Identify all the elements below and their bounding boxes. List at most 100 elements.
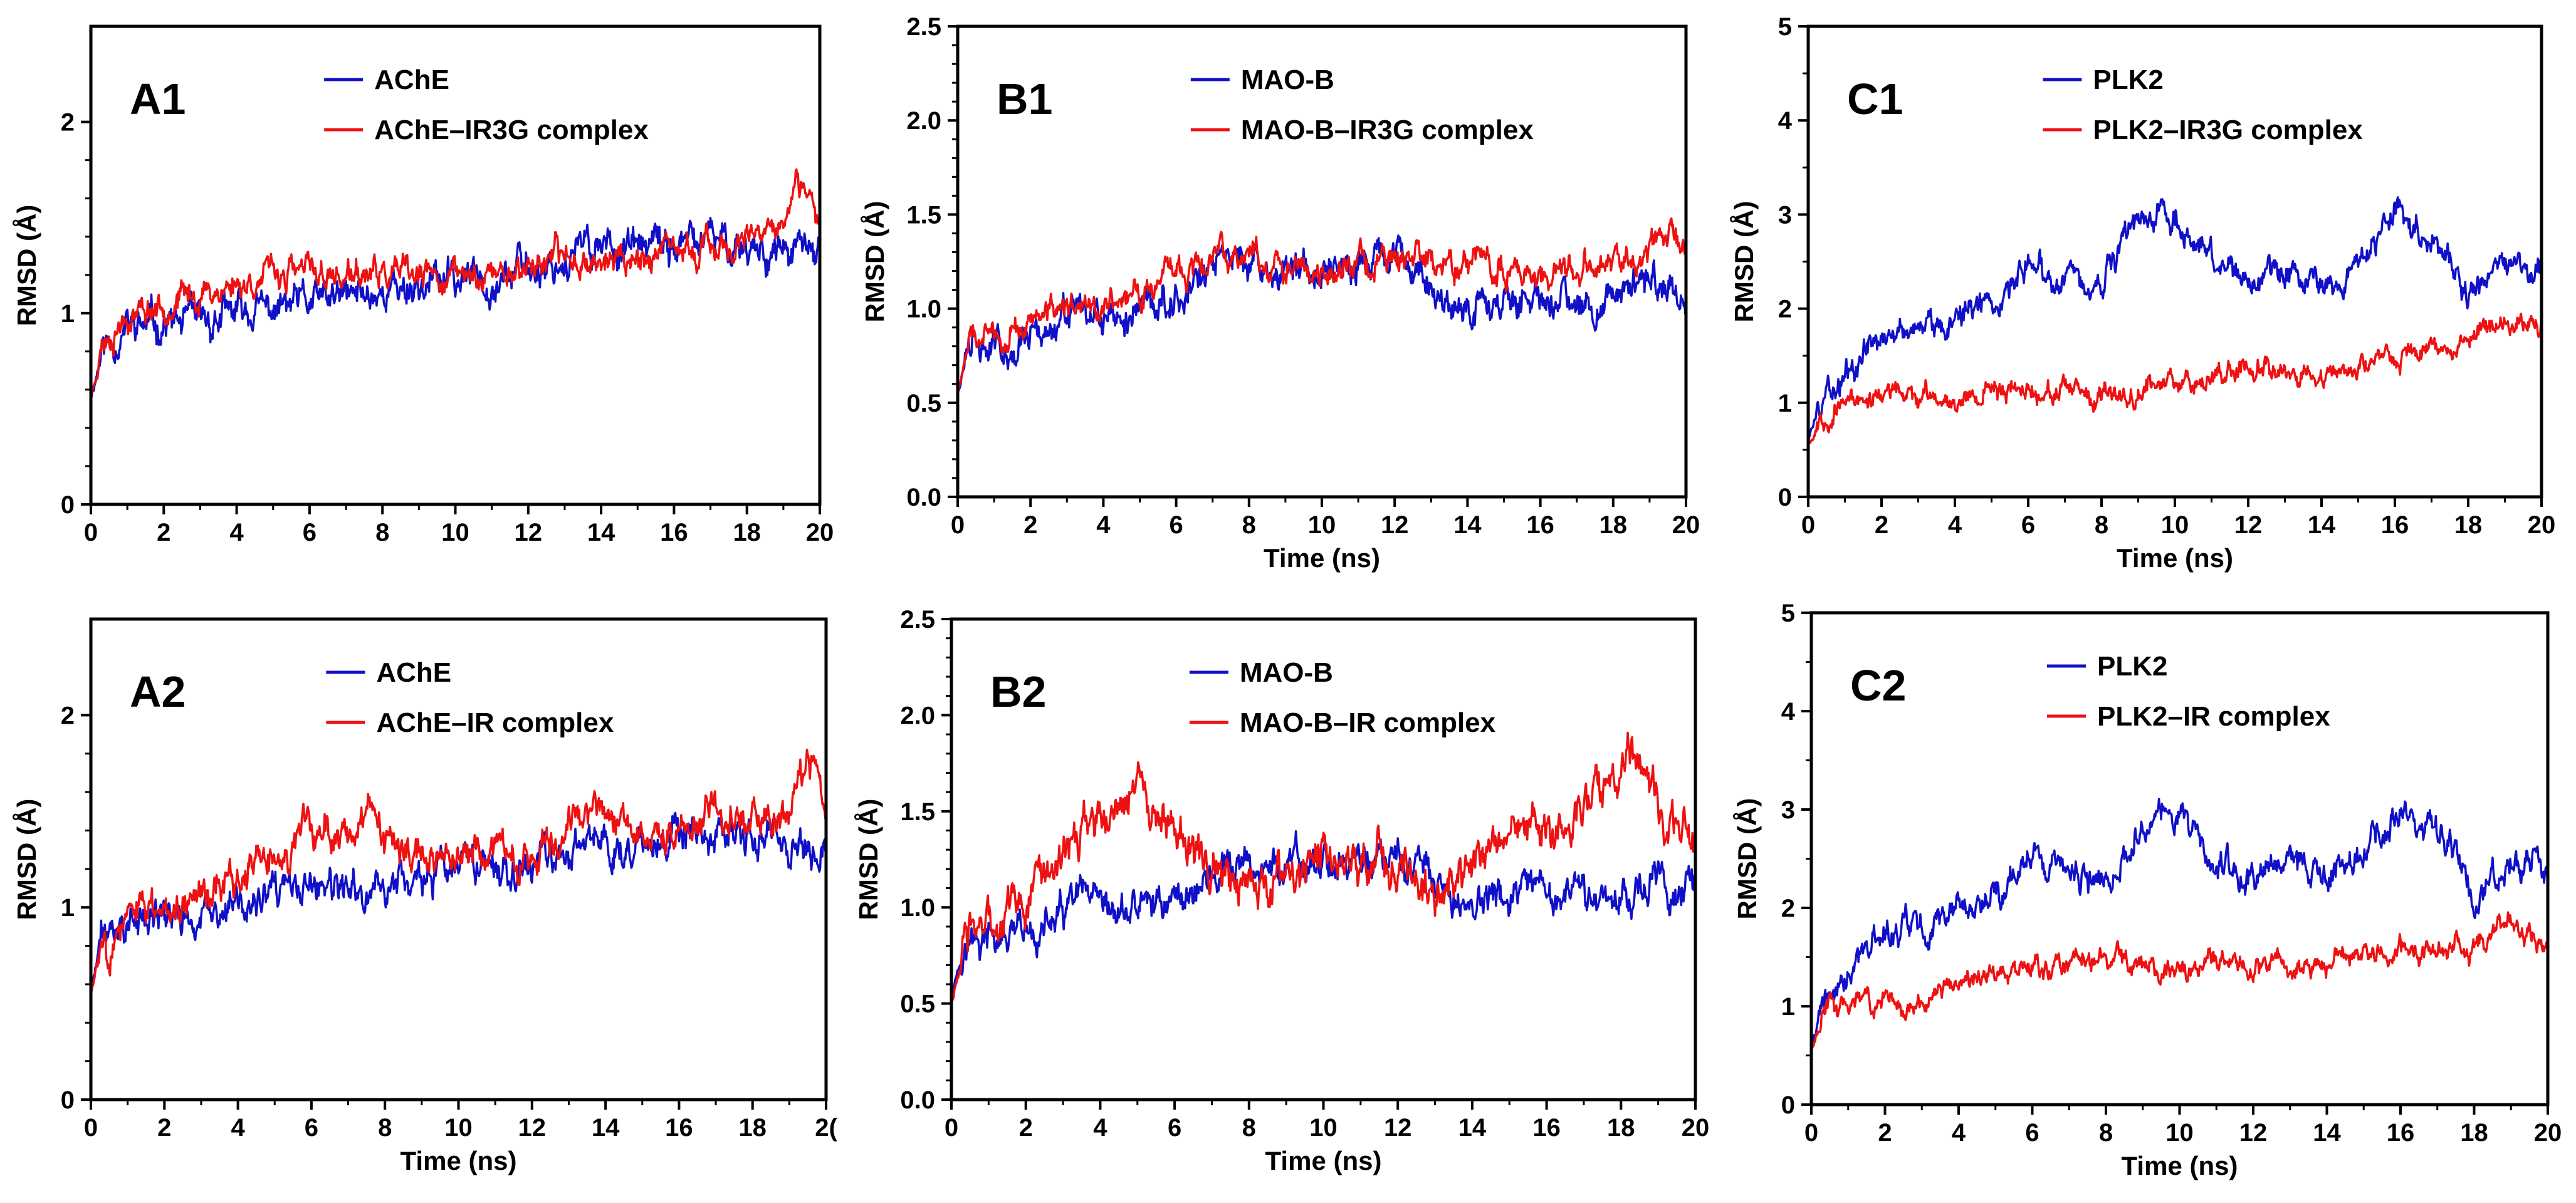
- y-tick-label: 1: [61, 300, 75, 328]
- series-line-apo: [91, 811, 826, 994]
- x-tick-label: 6: [1168, 1114, 1181, 1142]
- x-tick-label: 2(: [815, 1114, 837, 1142]
- y-tick-label: 3: [1778, 201, 1792, 229]
- x-tick-label: 14: [2313, 1119, 2341, 1147]
- y-axis-title: RMSD (Å): [12, 205, 41, 326]
- y-axis-title: RMSD (Å): [1732, 798, 1762, 920]
- y-tick-label: 0: [61, 1086, 75, 1114]
- y-tick-label: 0.5: [906, 390, 941, 417]
- x-tick-label: 18: [1607, 1114, 1635, 1142]
- x-tick-label: 4: [1948, 511, 1962, 539]
- x-tick-label: 16: [2387, 1119, 2415, 1147]
- panel-label: A1: [130, 75, 186, 123]
- legend-label: PLK2: [2093, 65, 2163, 95]
- x-tick-label: 16: [1532, 1114, 1561, 1142]
- y-tick-label: 0.0: [900, 1086, 935, 1114]
- y-tick-label: 3: [1781, 796, 1795, 824]
- x-tick-label: 20: [1682, 1114, 1710, 1142]
- panel-label: C1: [1847, 75, 1903, 123]
- x-tick-label: 10: [2161, 511, 2189, 539]
- panel-label: B2: [990, 667, 1046, 716]
- x-tick-label: 20: [1672, 511, 1700, 539]
- x-tick-label: 8: [1242, 1114, 1256, 1142]
- series-line-complex: [1808, 313, 2542, 446]
- x-tick-label: 16: [660, 519, 688, 546]
- x-tick-label: 0: [951, 511, 965, 539]
- x-tick-label: 6: [305, 1114, 318, 1142]
- x-axis-title: Time (ns): [1264, 543, 1380, 573]
- plot-frame: [1806, 24, 2543, 499]
- series-line-complex: [951, 731, 1695, 1004]
- x-tick-label: 8: [2099, 1119, 2113, 1147]
- x-tick-label: 0: [1804, 1119, 1818, 1147]
- x-tick-label: 16: [2381, 511, 2409, 539]
- x-tick-label: 12: [1384, 1114, 1412, 1142]
- legend-label: AChE–IR complex: [376, 707, 614, 738]
- x-tick-label: 12: [2239, 1119, 2268, 1147]
- x-tick-label: 6: [1169, 511, 1183, 539]
- plot-frame: [956, 24, 1688, 499]
- x-tick-label: 18: [738, 1114, 767, 1142]
- x-tick-label: 14: [587, 519, 615, 546]
- y-tick-label: 0: [1778, 484, 1792, 511]
- x-tick-label: 4: [1093, 1114, 1107, 1142]
- y-tick-label: 1.5: [906, 201, 941, 229]
- x-tick-label: 2: [1875, 511, 1888, 539]
- x-tick-label: 14: [592, 1114, 620, 1142]
- x-tick-label: 16: [1526, 511, 1554, 539]
- x-tick-label: 10: [1308, 511, 1336, 539]
- y-tick-label: 1: [61, 894, 75, 922]
- x-tick-label: 16: [665, 1114, 693, 1142]
- x-tick-label: 14: [1458, 1114, 1487, 1142]
- legend-label: MAO-B–IR3G complex: [1241, 115, 1534, 145]
- y-tick-label: 1.0: [906, 296, 941, 323]
- legend-label: AChE: [376, 657, 451, 688]
- x-tick-label: 8: [1242, 511, 1256, 539]
- x-tick-label: 0: [84, 1114, 98, 1142]
- x-tick-label: 18: [1600, 511, 1628, 539]
- legend-label: MAO-B: [1240, 657, 1333, 688]
- panel-b1: 0 2 4 6 8 10 12 14 16 18 20 0.0 0.5 1.0 1.5 2.0 2.5 RMSD …: [860, 13, 1700, 573]
- y-tick-label: 0: [1781, 1091, 1795, 1119]
- x-tick-label: 12: [1381, 511, 1409, 539]
- x-tick-label: 0: [1801, 511, 1815, 539]
- y-tick-label: 0: [61, 491, 75, 519]
- panel-b2: 0 2 4 6 8 10 12 14 16 18 20 0.0 0.5 1.0 1.5 2.0 2.5 RMSD …: [854, 606, 1709, 1175]
- x-tick-label: 14: [1453, 511, 1482, 539]
- x-tick-label: 4: [1096, 511, 1111, 539]
- y-tick-label: 5: [1778, 13, 1792, 41]
- series-line-apo: [958, 234, 1686, 394]
- y-tick-label: 2: [61, 702, 75, 729]
- panel-label: A2: [130, 667, 186, 716]
- x-tick-label: 2: [1024, 511, 1037, 539]
- x-tick-label: 2: [1019, 1114, 1033, 1142]
- y-tick-label: 2.0: [906, 107, 941, 135]
- x-tick-label: 20: [2534, 1119, 2562, 1147]
- x-tick-label: 14: [2308, 511, 2336, 539]
- y-tick-label: 1: [1781, 993, 1795, 1021]
- legend-label: MAO-B: [1241, 65, 1334, 95]
- x-tick-label: 12: [2234, 511, 2263, 539]
- panel-label: B1: [997, 75, 1052, 123]
- series-line-complex: [958, 217, 1686, 394]
- x-tick-label: 10: [2165, 1119, 2194, 1147]
- legend-label: AChE–IR3G complex: [374, 115, 649, 145]
- x-tick-label: 18: [2454, 511, 2483, 539]
- legend-label: PLK2: [2097, 651, 2167, 682]
- x-axis-title: Time (ns): [1265, 1146, 1382, 1175]
- y-tick-label: 2: [1781, 895, 1795, 922]
- y-tick-label: 2.5: [906, 13, 941, 41]
- y-tick-label: 1: [1778, 390, 1792, 417]
- y-tick-label: 2: [1778, 296, 1792, 323]
- x-tick-label: 0: [84, 519, 98, 546]
- series-line-complex: [1811, 911, 2548, 1051]
- series-line-apo: [951, 830, 1695, 994]
- x-tick-label: 0: [945, 1114, 958, 1142]
- series-line-apo: [91, 217, 820, 400]
- series-line-complex: [91, 748, 826, 994]
- y-tick-label: 4: [1781, 698, 1796, 726]
- x-axis-title: Time (ns): [401, 1146, 517, 1175]
